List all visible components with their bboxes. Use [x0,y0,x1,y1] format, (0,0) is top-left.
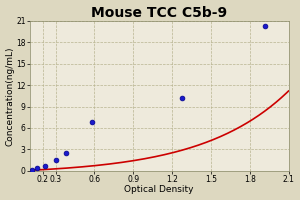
Point [35,167,40,170]
Point [89,121,94,124]
Point [263,25,268,28]
Point [53,159,58,162]
Point [64,151,68,155]
Y-axis label: Concentration(ng/mL): Concentration(ng/mL) [6,46,15,146]
Point [43,164,48,167]
Title: Mouse TCC C5b-9: Mouse TCC C5b-9 [91,6,227,20]
X-axis label: Optical Density: Optical Density [124,185,194,194]
Point [30,168,35,171]
Point [180,96,185,100]
